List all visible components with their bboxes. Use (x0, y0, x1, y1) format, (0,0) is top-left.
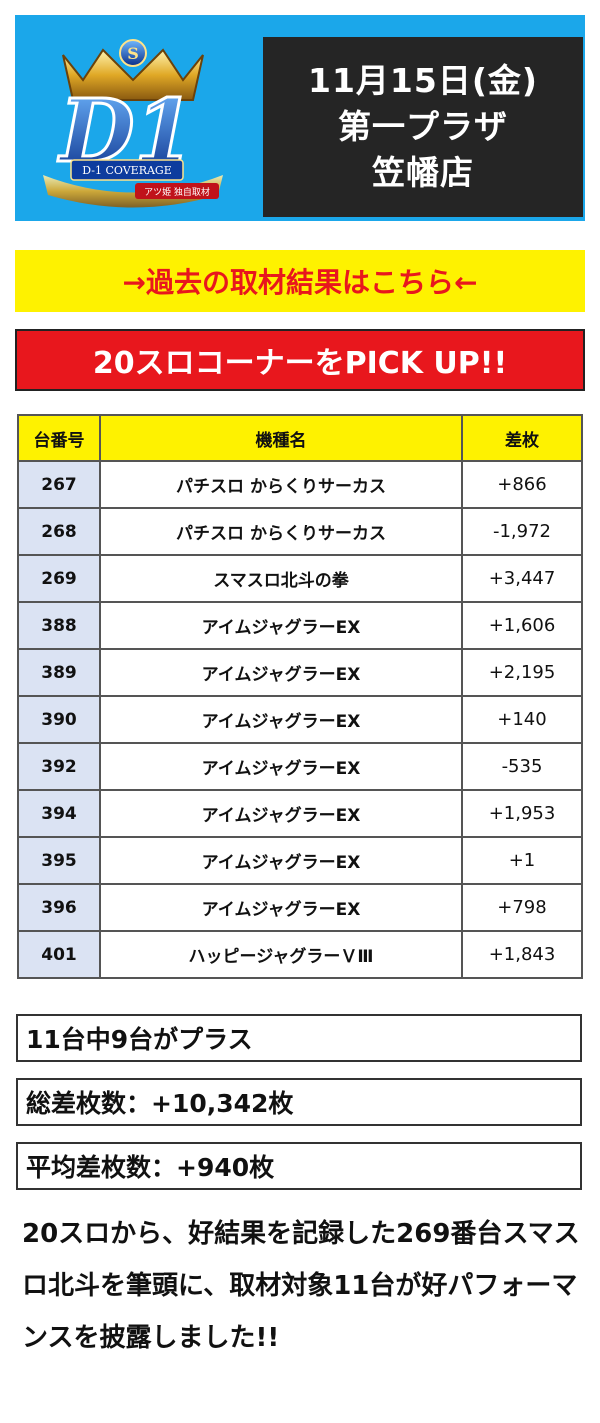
medal-diff: +1,843 (461, 930, 583, 979)
machine-number: 396 (17, 883, 101, 932)
pickup-heading: 20スロコーナーをPICK UP!! (15, 329, 585, 391)
medal-diff: +866 (461, 460, 583, 509)
medal-diff: +1,606 (461, 601, 583, 650)
store-name-line2: 笠幡店 (372, 153, 474, 192)
table-row: 395 アイムジャグラーEX +1 (17, 836, 583, 885)
machine-name: パチスロ からくりサーカス (99, 507, 463, 556)
table-row: 390 アイムジャグラーEX +140 (17, 695, 583, 744)
machine-number: 394 (17, 789, 101, 838)
date-heading: 11月15日(金) (307, 61, 538, 100)
logo-badge: S (127, 44, 139, 63)
machine-name: アイムジャグラーEX (99, 695, 463, 744)
machine-number: 269 (17, 554, 101, 603)
machine-number: 388 (17, 601, 101, 650)
machine-name: アイムジャグラーEX (99, 742, 463, 791)
logo-ribbon: D-1 COVERAGE (82, 164, 172, 177)
table-header-row: 台番号 機種名 差枚 (17, 414, 583, 462)
machine-number: 392 (17, 742, 101, 791)
machine-name: アイムジャグラーEX (99, 836, 463, 885)
total-diff-stat: 総差枚数：+10,342枚 (16, 1078, 582, 1126)
header-banner: S D1 D-1 COVERAGE アツ姫 独自取材 11月15日(金) 第一プ… (15, 15, 585, 221)
past-results-link[interactable]: →過去の取材結果はこちら← (15, 250, 585, 312)
plus-count-stat: 11台中9台がプラス (16, 1014, 582, 1062)
header-machine-number: 台番号 (17, 414, 101, 462)
machine-name: アイムジャグラーEX (99, 601, 463, 650)
table-row: 392 アイムジャグラーEX -535 (17, 742, 583, 791)
medal-diff: +2,195 (461, 648, 583, 697)
machine-name: スマスロ北斗の拳 (99, 554, 463, 603)
medal-diff: +3,447 (461, 554, 583, 603)
table-row: 267 パチスロ からくりサーカス +866 (17, 460, 583, 509)
machine-number: 395 (17, 836, 101, 885)
store-name-line1: 第一プラザ (338, 107, 508, 146)
table-row: 389 アイムジャグラーEX +2,195 (17, 648, 583, 697)
table-row: 269 スマスロ北斗の拳 +3,447 (17, 554, 583, 603)
machine-number: 390 (17, 695, 101, 744)
table-row: 388 アイムジャグラーEX +1,606 (17, 601, 583, 650)
machine-name: アイムジャグラーEX (99, 648, 463, 697)
machine-number: 267 (17, 460, 101, 509)
table-row: 268 パチスロ からくりサーカス -1,972 (17, 507, 583, 556)
d1-coverage-logo: S D1 D-1 COVERAGE アツ姫 独自取材 (43, 39, 223, 208)
machine-number: 401 (17, 930, 101, 979)
logo-sub: アツ姫 独自取材 (144, 186, 210, 198)
medal-diff: -1,972 (461, 507, 583, 556)
medal-diff: -535 (461, 742, 583, 791)
header-machine-name: 機種名 (99, 414, 463, 462)
machine-number: 389 (17, 648, 101, 697)
medal-diff: +1,953 (461, 789, 583, 838)
title-box: 11月15日(金) 第一プラザ 笠幡店 (263, 37, 583, 217)
machine-name: パチスロ からくりサーカス (99, 460, 463, 509)
header-diff: 差枚 (461, 414, 583, 462)
machine-name: アイムジャグラーEX (99, 883, 463, 932)
medal-diff: +798 (461, 883, 583, 932)
table-row: 401 ハッピージャグラーＶⅢ +1,843 (17, 930, 583, 979)
machine-name: アイムジャグラーEX (99, 789, 463, 838)
medal-diff: +140 (461, 695, 583, 744)
summary-paragraph: 20スロから、好結果を記録した269番台スマスロ北斗を筆頭に、取材対象11台が好… (22, 1219, 580, 1353)
machine-number: 268 (17, 507, 101, 556)
results-table: 台番号 機種名 差枚 267 パチスロ からくりサーカス +866 268 パチ… (17, 414, 583, 979)
machine-name: ハッピージャグラーＶⅢ (99, 930, 463, 979)
medal-diff: +1 (461, 836, 583, 885)
table-row: 394 アイムジャグラーEX +1,953 (17, 789, 583, 838)
average-diff-stat: 平均差枚数：+940枚 (16, 1142, 582, 1190)
table-row: 396 アイムジャグラーEX +798 (17, 883, 583, 932)
